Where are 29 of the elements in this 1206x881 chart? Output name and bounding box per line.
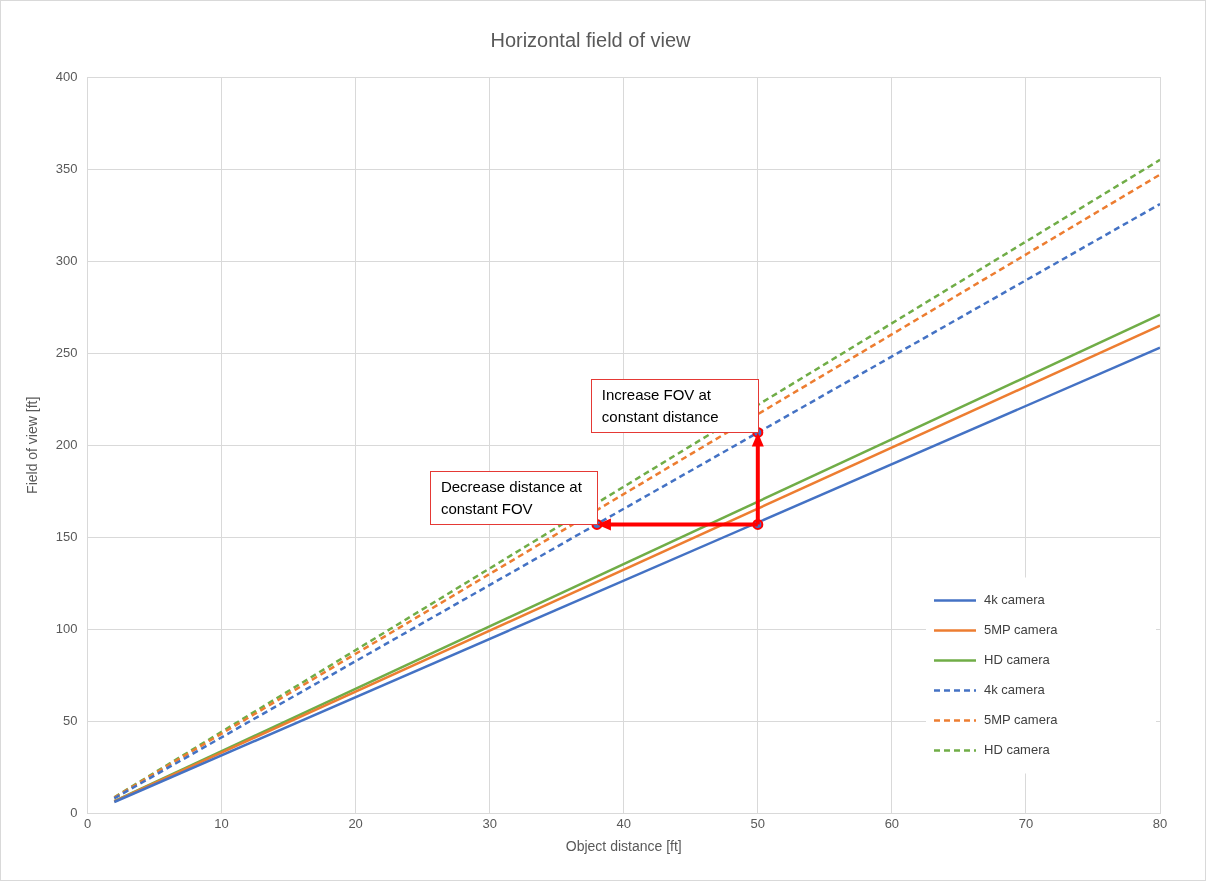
x-tick-label: 80	[1152, 815, 1168, 831]
x-tick-label: 70	[1018, 815, 1034, 831]
legend-label: HD camera	[984, 652, 1051, 668]
y-tick-label: 350	[55, 160, 78, 176]
x-axis-title: Object distance [ft]	[565, 838, 682, 855]
y-tick-label: 300	[55, 252, 78, 268]
legend-label: 5MP camera	[984, 712, 1059, 728]
x-tick-label: 10	[214, 815, 229, 831]
x-tick-label: 0	[83, 815, 92, 831]
y-axis-title: Field of view [ft]	[24, 396, 41, 494]
x-tick-label: 40	[616, 815, 631, 831]
y-tick-label: 0	[70, 805, 78, 821]
legend-label: 5MP camera	[984, 622, 1059, 638]
callout-box: Decrease distance at constant FOV	[429, 471, 598, 526]
y-tick-label: 150	[55, 528, 78, 544]
y-tick-label: 250	[55, 344, 78, 360]
chart-title: Horizontal field of view	[490, 28, 692, 51]
legend-label: 4k camera	[984, 592, 1046, 608]
legend-label: 4k camera	[984, 682, 1046, 698]
y-tick-label: 400	[55, 68, 78, 84]
y-tick-label: 50	[63, 713, 78, 729]
x-tick-label: 30	[482, 815, 497, 831]
x-tick-label: 50	[750, 815, 766, 831]
y-tick-label: 100	[55, 621, 78, 637]
callout-box: Increase FOV at constant distance	[590, 379, 759, 434]
y-tick-label: 200	[55, 436, 78, 452]
legend-label: HD camera	[984, 742, 1051, 758]
x-tick-label: 60	[884, 815, 900, 831]
x-tick-label: 20	[348, 815, 363, 831]
